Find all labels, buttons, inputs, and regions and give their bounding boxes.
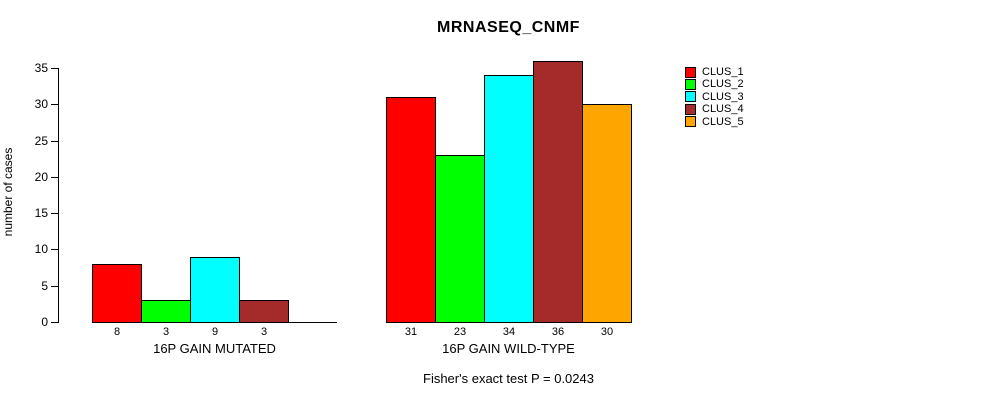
- bar-value-label: 3: [162, 326, 170, 338]
- bar-clus_4-group1: [239, 300, 289, 323]
- bar-clus_4-group2: [533, 61, 583, 323]
- y-axis-tick-label: 20: [34, 170, 48, 184]
- bar-clus_3-group1: [190, 257, 240, 323]
- y-axis-tick: [51, 141, 58, 142]
- group-label-mutated: 16P GAIN MUTATED: [153, 341, 276, 356]
- bar-clus_5-group2: [582, 104, 632, 323]
- y-axis-tick-label: 30: [34, 97, 48, 111]
- legend-label: CLUS_5: [702, 115, 744, 128]
- y-axis-tick: [51, 322, 58, 323]
- bar-value-label: 9: [211, 326, 219, 338]
- y-axis-tick: [51, 104, 58, 105]
- legend-item-clus_5: CLUS_5: [685, 116, 744, 128]
- bar-clus_1-group1: [92, 264, 142, 323]
- y-axis-tick: [51, 68, 58, 69]
- bar-value-label: 3: [260, 326, 268, 338]
- fisher-test-annotation: Fisher's exact test P = 0.0243: [423, 371, 594, 386]
- bar-value-label: 8: [113, 326, 121, 338]
- legend-swatch-clus_3: [685, 91, 696, 103]
- y-axis-tick-label: 25: [34, 134, 48, 148]
- y-axis-tick-label: 35: [34, 61, 48, 75]
- bar-clus_1-group2: [386, 97, 436, 323]
- legend-swatch-clus_1: [685, 66, 696, 78]
- y-axis-tick-label: 15: [34, 206, 48, 220]
- legend-swatch-clus_2: [685, 78, 696, 90]
- y-axis-tick: [51, 286, 58, 287]
- bar-clus_2-group1: [141, 300, 191, 323]
- bar-value-label: 23: [453, 326, 467, 338]
- y-axis-tick: [51, 213, 58, 214]
- y-axis-tick: [51, 249, 58, 250]
- bar-value-label: 36: [551, 326, 565, 338]
- y-axis-tick: [51, 177, 58, 178]
- legend-label: CLUS_3: [702, 90, 744, 103]
- y-axis-tick-label: 5: [41, 279, 48, 293]
- chart-title: MRNASEQ_CNMF: [437, 19, 580, 36]
- legend-item-clus_1: CLUS_1: [685, 66, 744, 78]
- legend-item-clus_2: CLUS_2: [685, 78, 744, 90]
- legend-label: CLUS_1: [702, 66, 744, 78]
- group-label-wild-type: 16P GAIN WILD-TYPE: [442, 341, 575, 356]
- legend-swatch-clus_4: [685, 103, 696, 115]
- bar-clus_3-group2: [484, 75, 534, 323]
- legend-label: CLUS_2: [702, 78, 744, 91]
- y-axis-title: number of cases: [1, 147, 15, 237]
- y-axis-tick-label: 10: [34, 242, 48, 256]
- legend-swatch-clus_5: [685, 116, 696, 128]
- legend-item-clus_3: CLUS_3: [685, 91, 744, 103]
- legend-item-clus_4: CLUS_4: [685, 103, 744, 115]
- bar-value-label: 31: [404, 326, 418, 338]
- bar-value-label: 34: [502, 326, 516, 338]
- y-axis-line: [58, 68, 59, 323]
- y-axis-tick-label: 0: [41, 315, 48, 329]
- bar-clus_2-group2: [435, 155, 485, 323]
- bar-value-label: 30: [600, 326, 614, 338]
- legend-label: CLUS_4: [702, 103, 744, 116]
